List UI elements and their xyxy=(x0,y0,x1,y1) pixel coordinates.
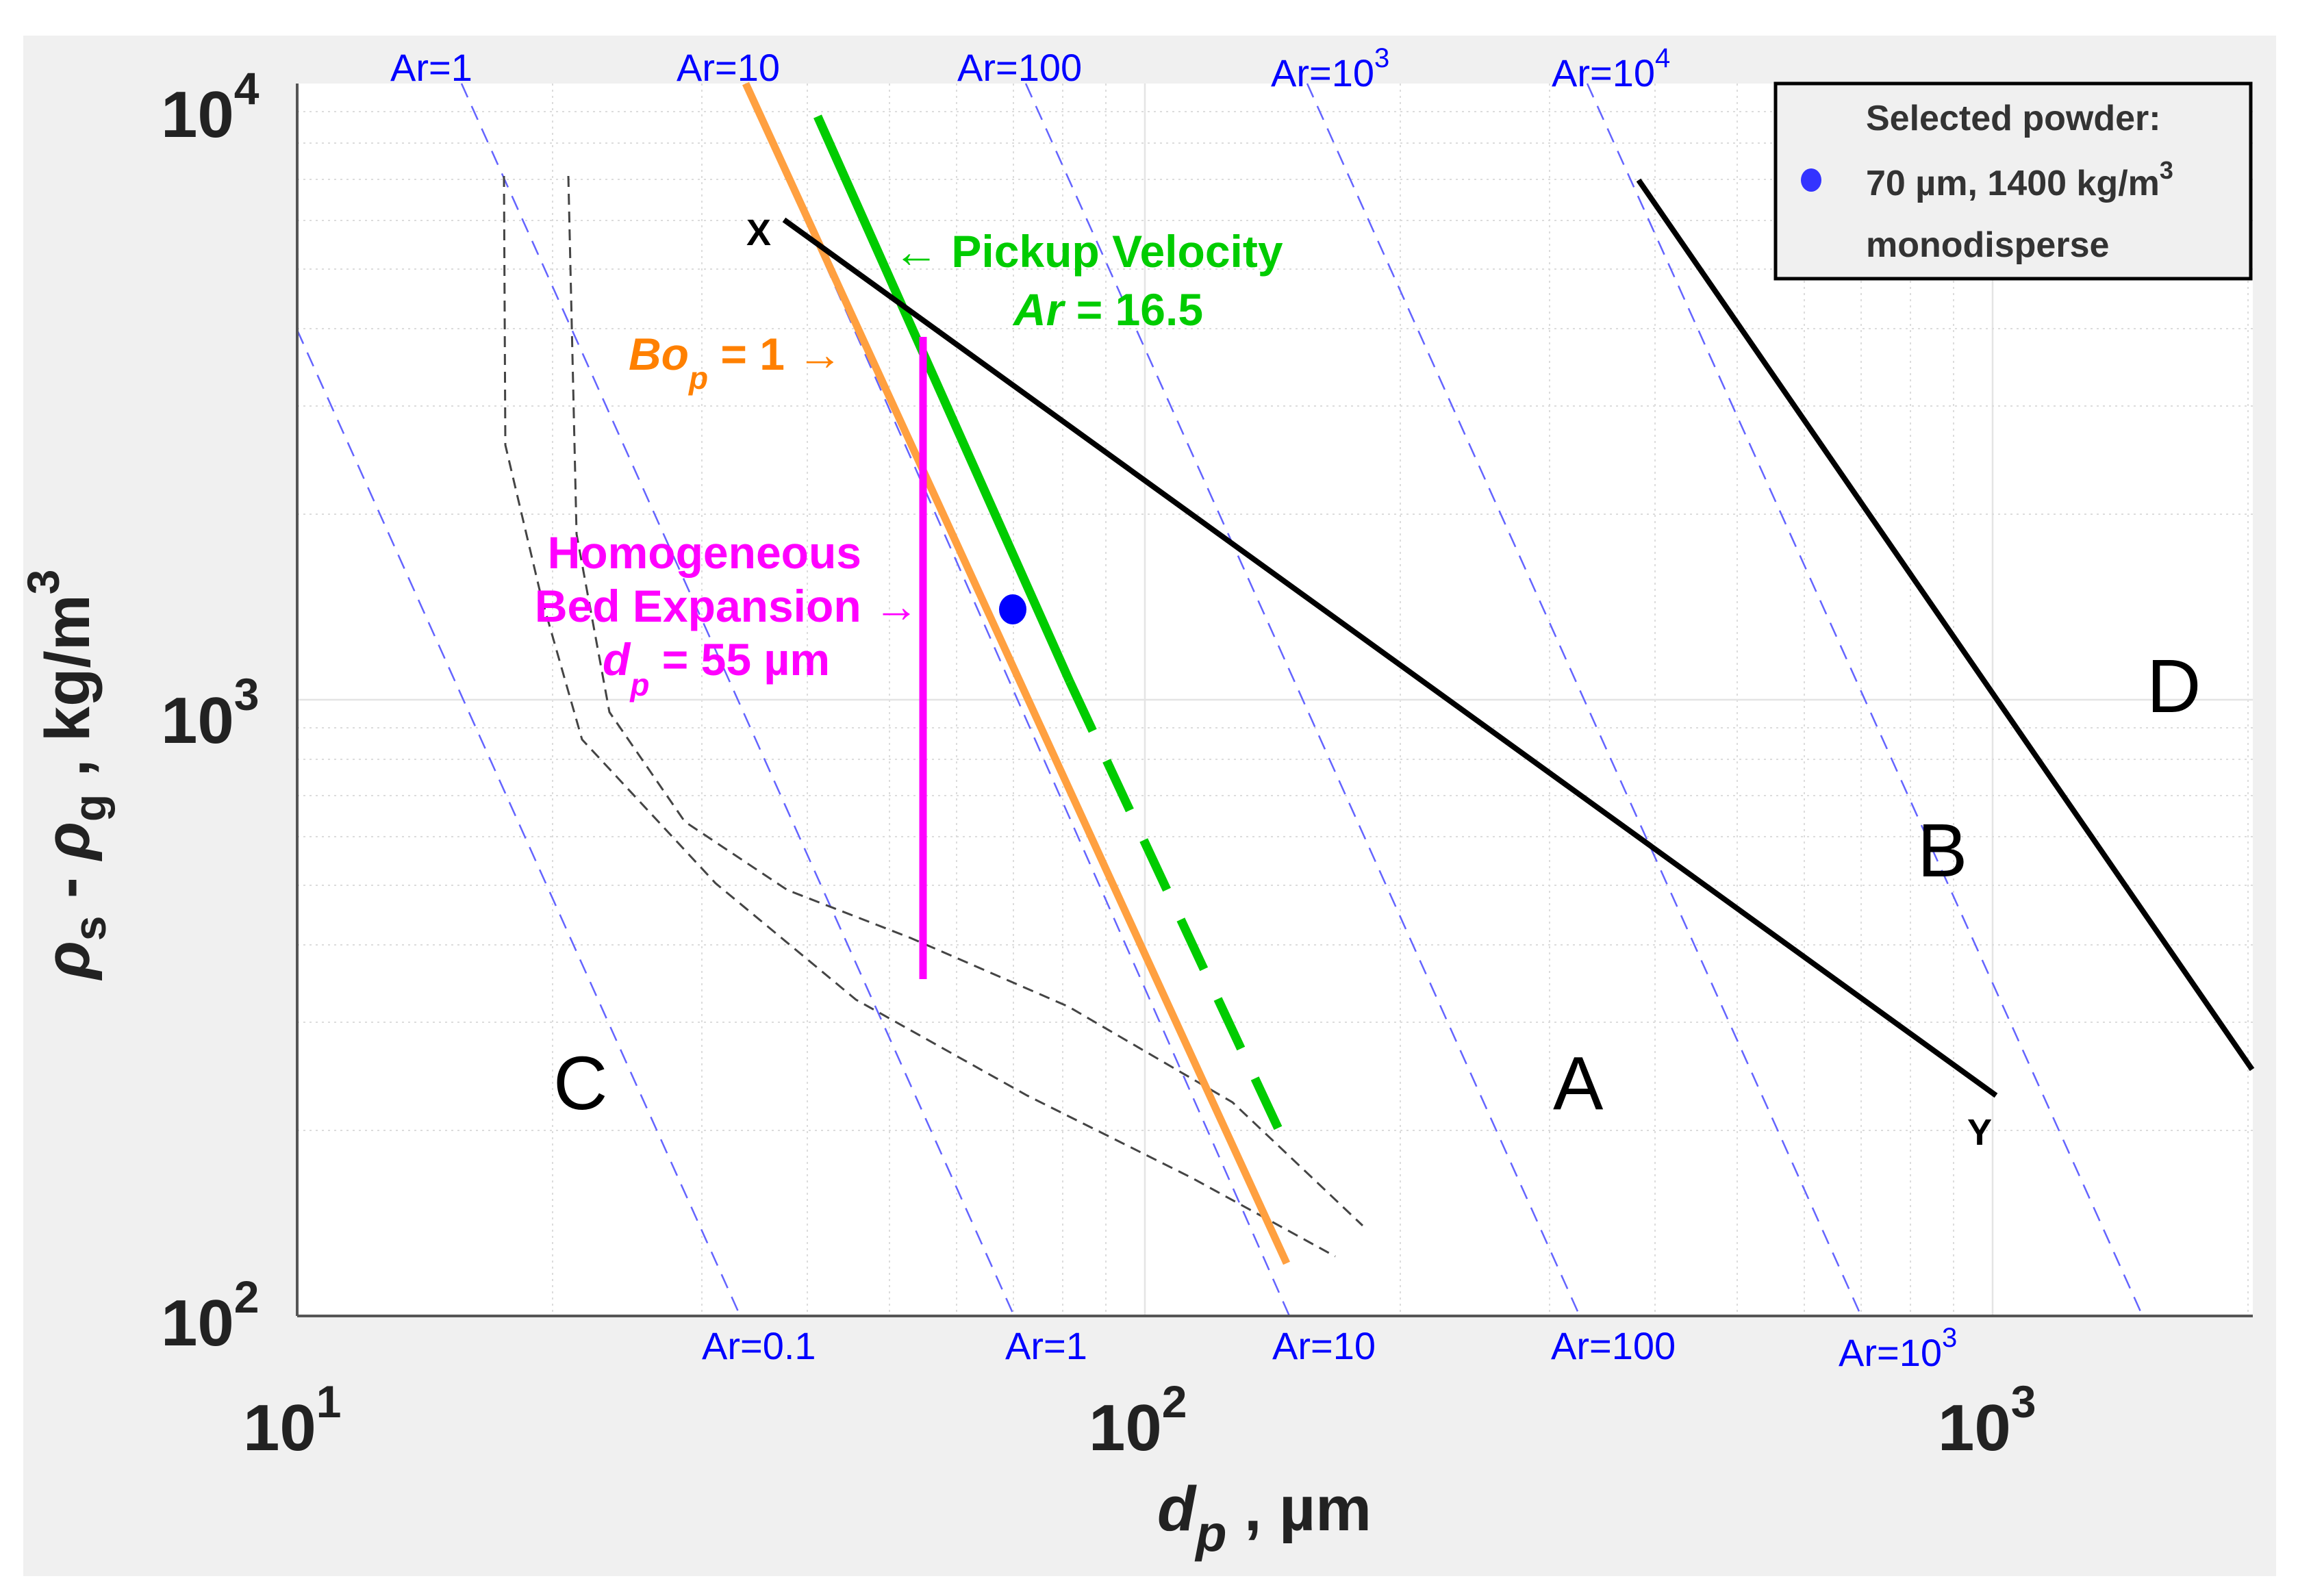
group-a-label: A xyxy=(1553,1041,1604,1126)
homogeneous-line1: Homogeneous xyxy=(548,527,861,578)
ar-label-top: Ar=1 xyxy=(390,46,472,89)
selected-powder-point xyxy=(999,594,1026,624)
y-tick-10-3: 103 xyxy=(161,669,260,757)
pickup-velocity-line xyxy=(813,114,1074,683)
homogeneous-line2: Bed Expansion → xyxy=(535,581,919,631)
x-tick-10-1: 101 xyxy=(243,1376,342,1465)
ar-label-bottom: Ar=103 xyxy=(1839,1323,1957,1374)
ar-label-top: Ar=10 xyxy=(677,46,780,89)
homogeneous-line3: dp = 55 µm xyxy=(603,634,830,702)
bo-annotation: Bop = 1 → xyxy=(629,329,842,396)
b-d-boundary-line xyxy=(1636,178,2255,1072)
ar-label-top: Ar=104 xyxy=(1552,43,1670,94)
pickup-velocity-ar: Ar = 16.5 xyxy=(1012,284,1203,335)
group-b-label: B xyxy=(1917,809,1967,893)
ar-label-bottom: Ar=10 xyxy=(1272,1324,1376,1367)
a-b-boundary-line xyxy=(782,217,1998,1098)
y-axis-title: ρs - ρg , kg/m3 xyxy=(18,570,115,981)
legend-title: Selected powder: xyxy=(1866,99,2161,138)
point-y-label: Y xyxy=(1967,1112,1992,1153)
ar-label-bottom: Ar=0.1 xyxy=(702,1324,816,1367)
ar-labels-top: Ar=1 Ar=10 Ar=100 Ar=103 Ar=104 xyxy=(390,43,1670,94)
y-tick-10-2: 102 xyxy=(161,1271,260,1360)
group-c-label: C xyxy=(553,1041,607,1126)
ar-label-bottom: Ar=100 xyxy=(1551,1324,1676,1367)
legend-marker-icon xyxy=(1801,168,1821,192)
ar-label-bottom: Ar=1 xyxy=(1005,1324,1087,1367)
x-tick-10-2: 102 xyxy=(1089,1376,1187,1465)
legend-line3: monodisperse xyxy=(1866,225,2109,265)
legend-line2: 70 µm, 1400 kg/m3 xyxy=(1866,156,2173,203)
x-tick-labels: 101 102 103 xyxy=(243,1376,2036,1465)
y-tick-labels: 104 103 102 xyxy=(161,63,260,1360)
legend-box xyxy=(1773,81,2253,281)
bo-label: Bop = 1 → xyxy=(629,329,842,396)
bo-p-line xyxy=(742,81,1290,1265)
legend: Selected powder: 70 µm, 1400 kg/m3 monod… xyxy=(1773,81,2253,281)
pickup-velocity-label: ← Pickup Velocity xyxy=(894,226,1283,277)
ar-label-top: Ar=103 xyxy=(1271,43,1389,94)
point-x-label: X xyxy=(746,212,771,253)
c-boundary-right xyxy=(567,175,1364,1227)
ar-label-top: Ar=100 xyxy=(957,46,1082,89)
homogeneous-annotation: Homogeneous Bed Expansion → dp = 55 µm xyxy=(535,527,919,702)
group-d-label: D xyxy=(2147,644,2201,729)
x-tick-10-3: 103 xyxy=(1938,1376,2036,1465)
pickup-velocity-annotation: ← Pickup Velocity Ar = 16.5 xyxy=(894,226,1283,335)
x-axis-title: dp , µm xyxy=(1157,1474,1372,1562)
c-boundary-left xyxy=(503,175,1336,1258)
y-tick-10-4: 104 xyxy=(161,63,260,151)
ar-labels-bottom: Ar=0.1 Ar=1 Ar=10 Ar=100 Ar=103 xyxy=(702,1323,1957,1374)
